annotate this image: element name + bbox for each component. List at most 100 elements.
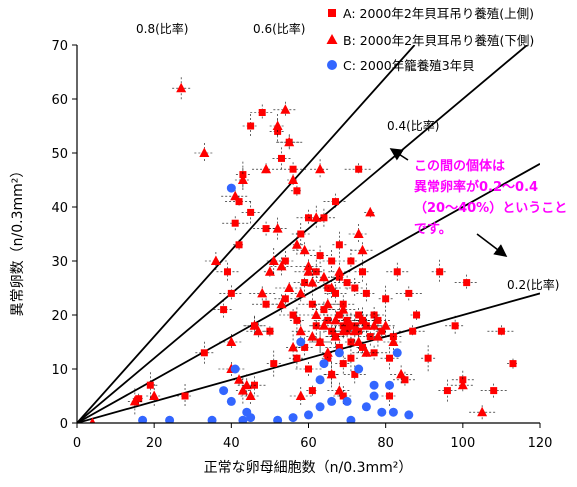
y-tick-label: 50 — [51, 147, 68, 162]
point-c-marker — [392, 348, 402, 358]
point-b-marker — [318, 320, 329, 330]
legend: A: 2000年2年貝耳吊り養殖(上側) B: 2000年2年貝耳吊り養殖(下側)… — [326, 6, 534, 73]
point-b-marker — [396, 368, 407, 379]
point-a-marker — [293, 354, 301, 362]
point-a-marker — [235, 198, 243, 206]
point-a-marker — [289, 165, 297, 173]
point-b-marker — [261, 163, 272, 174]
point-c-marker — [404, 410, 414, 420]
point-b-marker — [311, 309, 322, 319]
point-b-marker — [299, 244, 310, 255]
point-a-marker — [200, 349, 208, 357]
point-b-marker — [199, 147, 210, 157]
point-b-marker — [276, 260, 287, 271]
point-c-marker — [385, 380, 395, 390]
point-c-marker — [296, 337, 306, 347]
point-b-marker — [253, 325, 264, 336]
point-a-marker — [266, 327, 274, 335]
point-b-marker — [369, 320, 380, 330]
point-c-marker — [342, 396, 352, 406]
point-a-marker — [355, 165, 363, 173]
point-b-marker — [326, 282, 337, 292]
point-b-marker — [334, 385, 345, 395]
point-c-marker — [354, 364, 364, 374]
point-c-marker — [288, 413, 298, 423]
point-b-marker — [334, 266, 345, 276]
point-a-marker — [247, 208, 255, 216]
point-a-marker — [223, 268, 231, 276]
point-b-marker — [318, 271, 329, 282]
point-a-marker — [335, 273, 343, 281]
point-b-marker — [245, 390, 256, 400]
ratio-line-label: 0.4(比率) — [387, 118, 439, 133]
point-b-marker — [345, 320, 356, 330]
point-c-marker — [388, 407, 398, 417]
point-b-marker — [357, 314, 368, 325]
point-b-marker — [272, 223, 283, 233]
point-b-marker — [315, 336, 326, 346]
point-a-marker — [405, 289, 413, 297]
point-a-marker — [409, 327, 417, 335]
point-b-marker — [349, 325, 360, 336]
ratio-line-0 — [77, 45, 416, 423]
y-tick-label: 40 — [51, 201, 68, 216]
point-a-marker — [297, 230, 305, 238]
point-b-marker — [361, 320, 372, 330]
point-a-marker — [320, 306, 328, 314]
point-a-marker — [509, 360, 517, 368]
point-c-marker — [327, 396, 337, 406]
point-b-marker — [326, 368, 337, 379]
legend-c-marker — [327, 60, 337, 70]
point-b-marker — [149, 390, 160, 400]
point-b-marker — [338, 325, 349, 336]
point-b-marker — [89, 417, 96, 423]
point-b-marker — [303, 260, 314, 271]
point-a-marker — [382, 295, 390, 303]
point-c-marker — [377, 407, 387, 417]
point-b-marker — [457, 379, 468, 390]
point-c-marker — [226, 183, 236, 193]
point-a-marker — [490, 387, 498, 395]
point-a-marker — [247, 122, 255, 130]
legend-label: A: 2000年2年貝耳吊り養殖(上側) — [343, 6, 534, 21]
x-tick-label: 20 — [146, 436, 163, 451]
point-a-marker — [258, 109, 266, 116]
point-c-marker — [246, 413, 256, 423]
point-b-marker — [249, 320, 260, 330]
point-a-marker — [386, 392, 394, 400]
point-a-marker — [332, 289, 340, 297]
x-tick-label: 100 — [450, 436, 475, 451]
point-b-marker — [357, 244, 368, 255]
y-tick-label: 20 — [51, 309, 68, 324]
ratio-line-labels: 0.8(比率) 0.6(比率) 0.4(比率) 0.2(比率) — [136, 21, 559, 292]
point-a-marker — [378, 327, 386, 335]
ratio-line-3 — [77, 292, 540, 423]
point-c-marker — [369, 391, 379, 401]
point-c-marker — [219, 386, 229, 396]
point-b-marker — [284, 136, 295, 147]
point-a-marker — [359, 268, 367, 276]
point-a-marker — [301, 279, 309, 287]
point-c-marker — [334, 348, 344, 358]
point-a-marker — [347, 257, 355, 265]
legend-label: B: 2000年2年貝耳吊り養殖(下側) — [343, 33, 534, 48]
point-a-marker — [335, 241, 343, 249]
annotation-line: この間の個体は — [414, 158, 505, 174]
point-a-marker — [220, 306, 228, 314]
point-c-marker — [361, 402, 371, 412]
point-a-marker — [443, 387, 451, 395]
point-b-marker — [230, 190, 241, 201]
point-a-marker — [497, 327, 505, 335]
point-a-marker — [339, 360, 347, 368]
point-a-marker — [281, 257, 289, 265]
point-b-marker — [237, 385, 248, 395]
point-a-marker — [316, 252, 324, 260]
x-axis-title: 正常な卵母細胞数（n/0.3mm²） — [204, 460, 413, 476]
point-c-marker — [304, 410, 313, 420]
point-a-marker — [281, 295, 289, 303]
point-c-marker — [319, 359, 329, 369]
point-a-marker — [320, 214, 328, 222]
point-a-marker — [305, 365, 312, 373]
x-tick-label: 60 — [300, 436, 317, 451]
